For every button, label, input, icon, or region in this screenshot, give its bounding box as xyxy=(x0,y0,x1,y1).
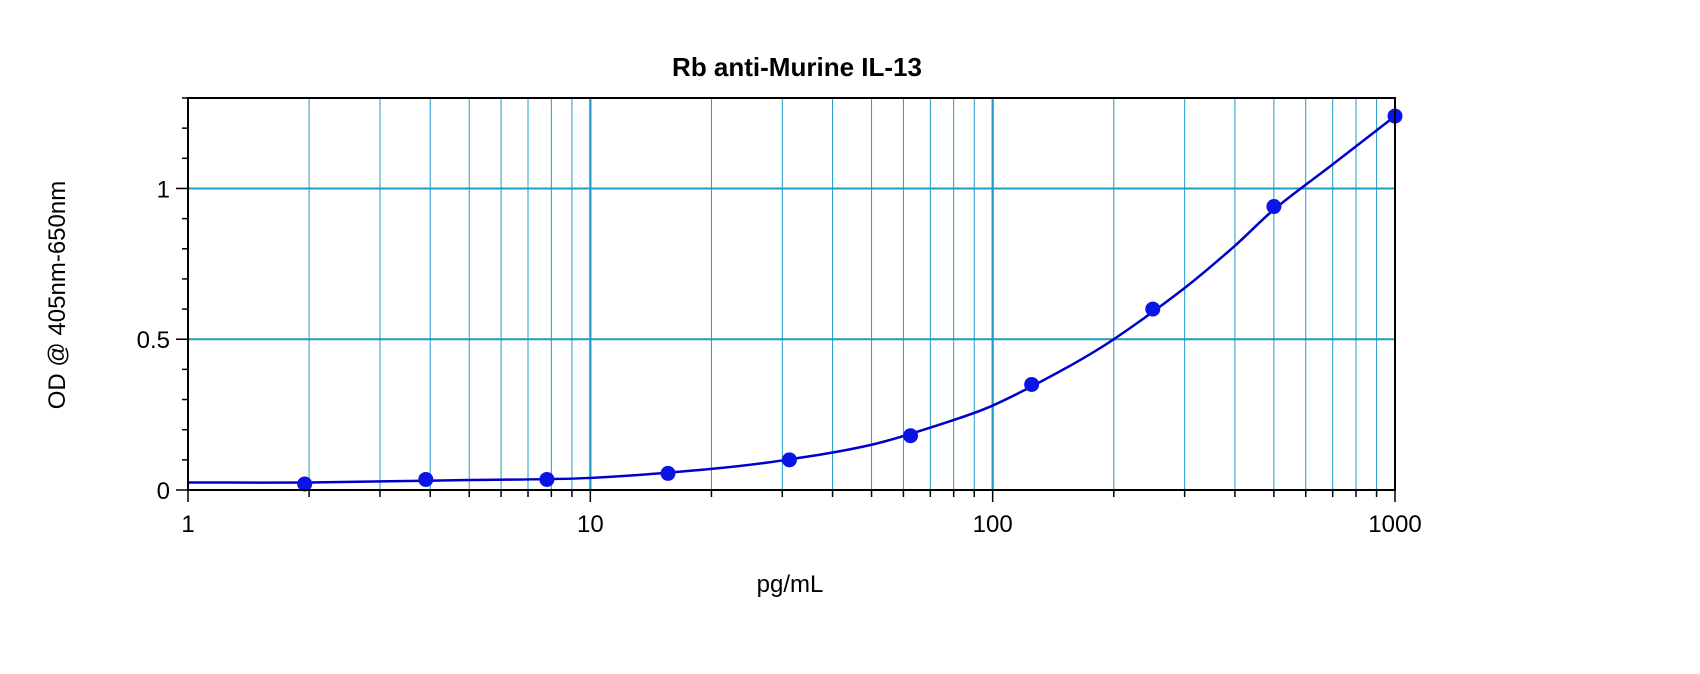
y-tick-label: 1 xyxy=(157,176,170,203)
y-axis-label: OD @ 405nm-650nm xyxy=(44,181,71,409)
x-tick-label: 100 xyxy=(973,511,1013,538)
x-tick-label: 1000 xyxy=(1368,511,1421,538)
x-axis-label: pg/mL xyxy=(757,571,824,598)
data-point xyxy=(418,471,434,487)
data-point xyxy=(903,428,919,444)
y-tick-label: 0.5 xyxy=(137,327,170,354)
data-point xyxy=(1145,301,1161,317)
data-point xyxy=(781,452,797,468)
x-tick-label: 1 xyxy=(181,511,194,538)
fit-curve xyxy=(187,115,1396,484)
x-tick-label: 10 xyxy=(577,511,604,538)
data-points xyxy=(297,108,1403,492)
plot-frame xyxy=(187,97,1396,491)
data-point xyxy=(539,471,555,487)
data-point xyxy=(1024,376,1040,392)
fit-curve-line xyxy=(187,115,1396,484)
axis-ticks: 1 10 100 1000 0 0.5 1 xyxy=(137,97,1422,538)
data-point xyxy=(660,465,676,481)
data-point xyxy=(1266,199,1282,215)
data-point xyxy=(297,476,313,492)
chart-title: Rb anti-Murine IL-13 xyxy=(672,52,922,82)
y-tick-label: 0 xyxy=(157,478,170,505)
grid xyxy=(188,98,1395,490)
